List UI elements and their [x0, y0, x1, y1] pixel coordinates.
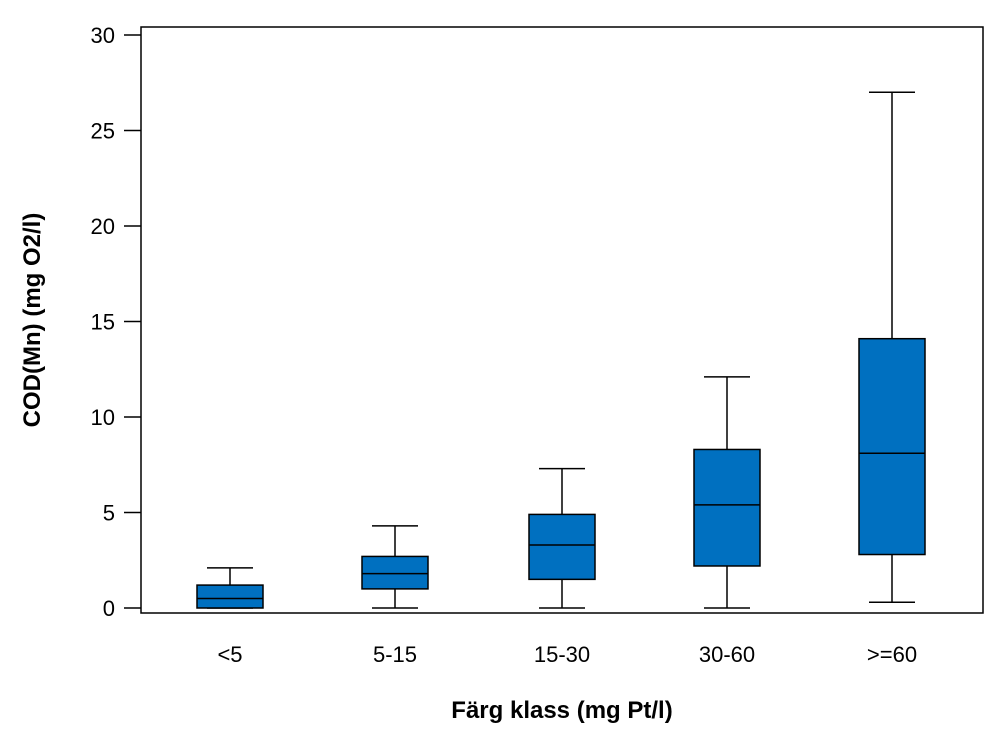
y-tick-label: 10 — [91, 405, 115, 430]
x-axis-title: Färg klass (mg Pt/l) — [451, 697, 672, 724]
y-tick-label: 5 — [103, 501, 115, 526]
iqr-box — [528, 513, 596, 581]
iqr-box — [196, 584, 264, 609]
y-tick-label: 25 — [91, 119, 115, 144]
x-tick-label: >=60 — [867, 642, 917, 667]
box-5 — [858, 91, 926, 604]
box-2 — [361, 525, 429, 609]
x-tick-label: 5-15 — [373, 642, 417, 667]
y-axis: 0 5 10 15 20 25 30 — [91, 23, 141, 621]
x-tick-label: <5 — [217, 642, 242, 667]
iqr-box — [361, 555, 429, 590]
plot-area-frame — [140, 26, 984, 614]
y-tick-label: 20 — [91, 214, 115, 239]
y-tick-label: 30 — [91, 23, 115, 48]
box-4 — [693, 376, 761, 609]
y-tick-label: 0 — [103, 596, 115, 621]
x-axis: <5 5-15 15-30 30-60 >=60 — [217, 642, 917, 667]
box-3 — [528, 467, 596, 609]
y-axis-title: COD(Mn) (mg O2/l) — [19, 213, 46, 428]
x-tick-label: 30-60 — [699, 642, 755, 667]
box-1 — [196, 567, 264, 609]
x-tick-label: 15-30 — [534, 642, 590, 667]
y-tick-label: 15 — [91, 310, 115, 335]
iqr-box — [693, 448, 761, 567]
boxes — [196, 91, 926, 609]
iqr-box — [858, 337, 926, 556]
